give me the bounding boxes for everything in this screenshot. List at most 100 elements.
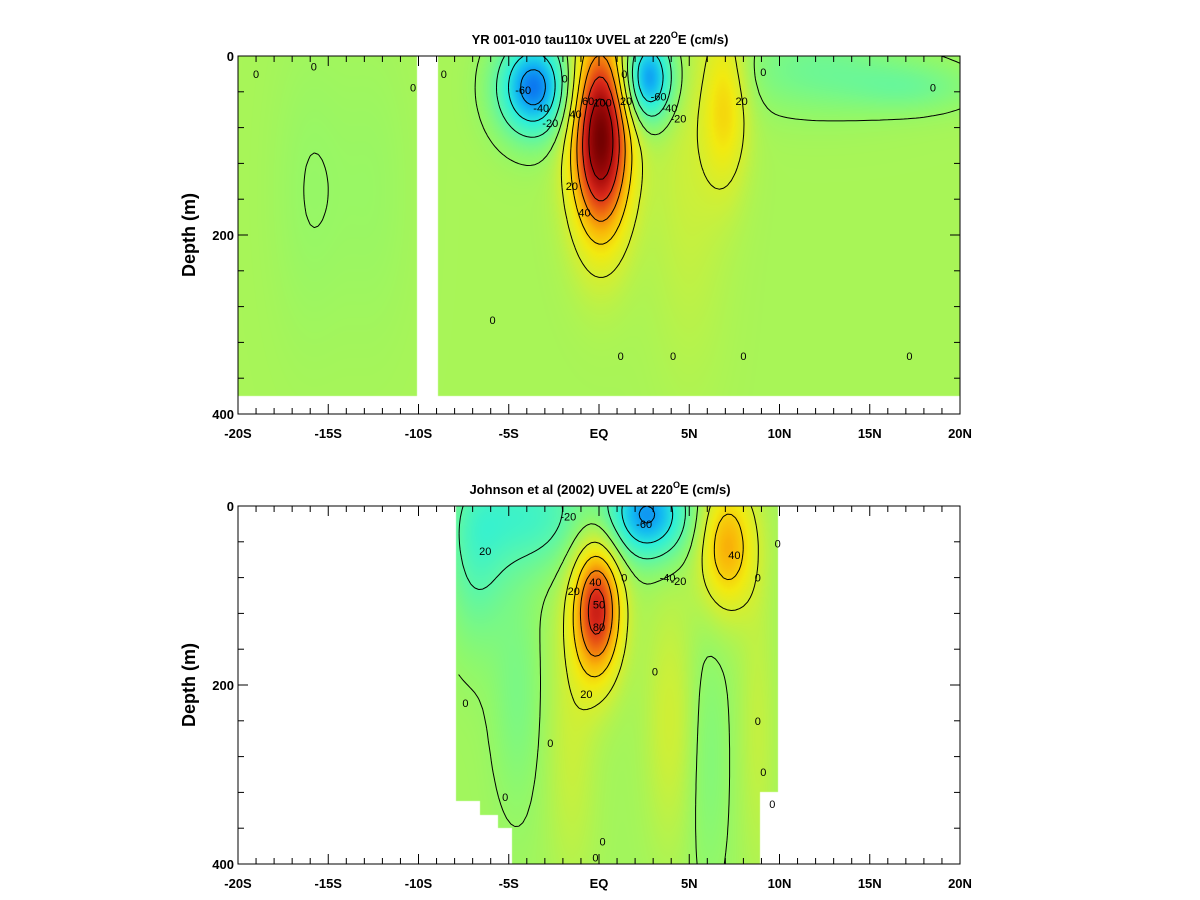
panel-title: YR 001-010 tau110x UVEL at 220OE (cm/s) xyxy=(472,30,729,47)
contour-line--40 xyxy=(508,55,664,122)
contour-label: 20 xyxy=(580,689,592,701)
x-tick-label: 20N xyxy=(948,876,972,891)
contour-label: 0 xyxy=(740,351,746,363)
contour-label: 0 xyxy=(769,799,775,811)
contour-label: 40 xyxy=(569,109,581,121)
x-tick-label: -5S xyxy=(499,876,520,891)
contour-label: 0 xyxy=(462,698,468,710)
contour-label: 60 xyxy=(582,96,594,108)
contour-label: 20 xyxy=(566,181,578,193)
heatmap-field xyxy=(238,56,960,414)
contour-label: -40 xyxy=(660,573,676,585)
contour-label: -60 xyxy=(515,85,531,97)
contour-label: -20 xyxy=(560,512,576,524)
contour-label: 20 xyxy=(735,96,747,108)
y-axis-label: Depth (m) xyxy=(179,643,199,727)
contour-lines xyxy=(458,505,759,865)
contour-label: -20 xyxy=(670,114,686,126)
x-tick-label: -10S xyxy=(405,426,433,441)
title-degree-sup: O xyxy=(671,30,678,40)
contour-label: 100 xyxy=(593,98,611,110)
x-tick-label: -15S xyxy=(315,426,343,441)
contour-label: -60 xyxy=(651,91,667,103)
contour-label: 0 xyxy=(489,315,495,327)
contour-label: 0 xyxy=(502,792,508,804)
y-tick-label: 0 xyxy=(227,49,234,64)
contour-line-60 xyxy=(576,55,626,222)
contour-label: 0 xyxy=(410,82,416,94)
contour-label: 0 xyxy=(253,69,259,81)
x-tick-label: -20S xyxy=(224,426,252,441)
y-tick-label: 0 xyxy=(227,499,234,514)
contour-label: 0 xyxy=(311,62,317,74)
contour-label: 0 xyxy=(547,738,553,750)
x-tick-label: 15N xyxy=(858,426,882,441)
heatmap-field xyxy=(238,506,960,864)
x-tick-label: -15S xyxy=(315,876,343,891)
contour-line-40 xyxy=(572,513,744,678)
x-tick-label: -5S xyxy=(499,426,520,441)
contour-label: 0 xyxy=(930,82,936,94)
x-tick-label: -10S xyxy=(405,876,433,891)
contour-line-20 xyxy=(563,505,759,711)
heatmap-raster xyxy=(238,506,960,864)
contour-line-80 xyxy=(587,588,606,635)
x-tick-labels: -20S -15S -10S -5S EQ 5N 10N 15N 20N xyxy=(224,876,972,891)
heatmap-raster xyxy=(238,56,960,414)
x-tick-label: 10N xyxy=(768,426,792,441)
y-tick-labels: 0 200 400 xyxy=(212,49,234,422)
title-main: YR 001-010 tau110x UVEL at 220 xyxy=(472,32,671,47)
contour-lines xyxy=(303,55,961,278)
title-degree-sup: O xyxy=(673,480,680,490)
contour-label: 0 xyxy=(906,351,912,363)
contour-label: 0 xyxy=(562,73,568,85)
contour-label: 0 xyxy=(755,573,761,585)
contour-label: 0 xyxy=(760,767,766,779)
contour-line--60 xyxy=(520,69,546,106)
contour-label: 0 xyxy=(760,67,766,79)
contour-label: 0 xyxy=(621,573,627,585)
contour-label: -20 xyxy=(542,118,558,130)
x-tick-label: 5N xyxy=(681,426,698,441)
contour-label: 50 xyxy=(593,599,605,611)
contour-line-100 xyxy=(588,98,614,180)
contour-label: 20 xyxy=(479,546,491,558)
x-tick-label: 5N xyxy=(681,876,698,891)
contour-label: 80 xyxy=(593,622,605,634)
plot-frame xyxy=(237,505,961,865)
title-end: E (cm/s) xyxy=(680,482,731,497)
panel-johnson-uvel: Johnson et al (2002) UVEL at 220OE (cm/s… xyxy=(179,480,972,891)
contour-line--20 xyxy=(458,505,686,590)
title-main: Johnson et al (2002) UVEL at 220 xyxy=(469,482,673,497)
x-tick-label: EQ xyxy=(590,426,609,441)
y-tick-label: 400 xyxy=(212,857,234,872)
y-tick-label: 200 xyxy=(212,228,234,243)
contour-line--60 xyxy=(638,505,656,524)
contour-label: 0 xyxy=(755,716,761,728)
contour-label: 40 xyxy=(589,577,601,589)
contour-label: -40 xyxy=(661,103,677,115)
contour-label: 0 xyxy=(618,351,624,363)
plot-frame xyxy=(237,55,961,415)
contour-label: 0 xyxy=(600,837,606,849)
panel-title: Johnson et al (2002) UVEL at 220OE (cm/s… xyxy=(469,480,730,497)
contour-label: 0 xyxy=(592,853,598,865)
contour-line-0 xyxy=(458,505,731,865)
contour-line--40 xyxy=(621,505,674,544)
contour-label: 40 xyxy=(728,550,740,562)
contour-line--20 xyxy=(496,55,672,138)
y-tick-label: 200 xyxy=(212,678,234,693)
contour-label: 20 xyxy=(620,96,632,108)
x-tick-label: 20N xyxy=(948,426,972,441)
contour-line-40 xyxy=(570,55,633,245)
x-tick-label: 15N xyxy=(858,876,882,891)
contour-line-80 xyxy=(582,76,620,202)
x-tick-label: -20S xyxy=(224,876,252,891)
contour-label: -40 xyxy=(533,103,549,115)
x-tick-label: 10N xyxy=(768,876,792,891)
contour-line-60 xyxy=(579,570,613,657)
contour-label: 40 xyxy=(578,208,590,220)
